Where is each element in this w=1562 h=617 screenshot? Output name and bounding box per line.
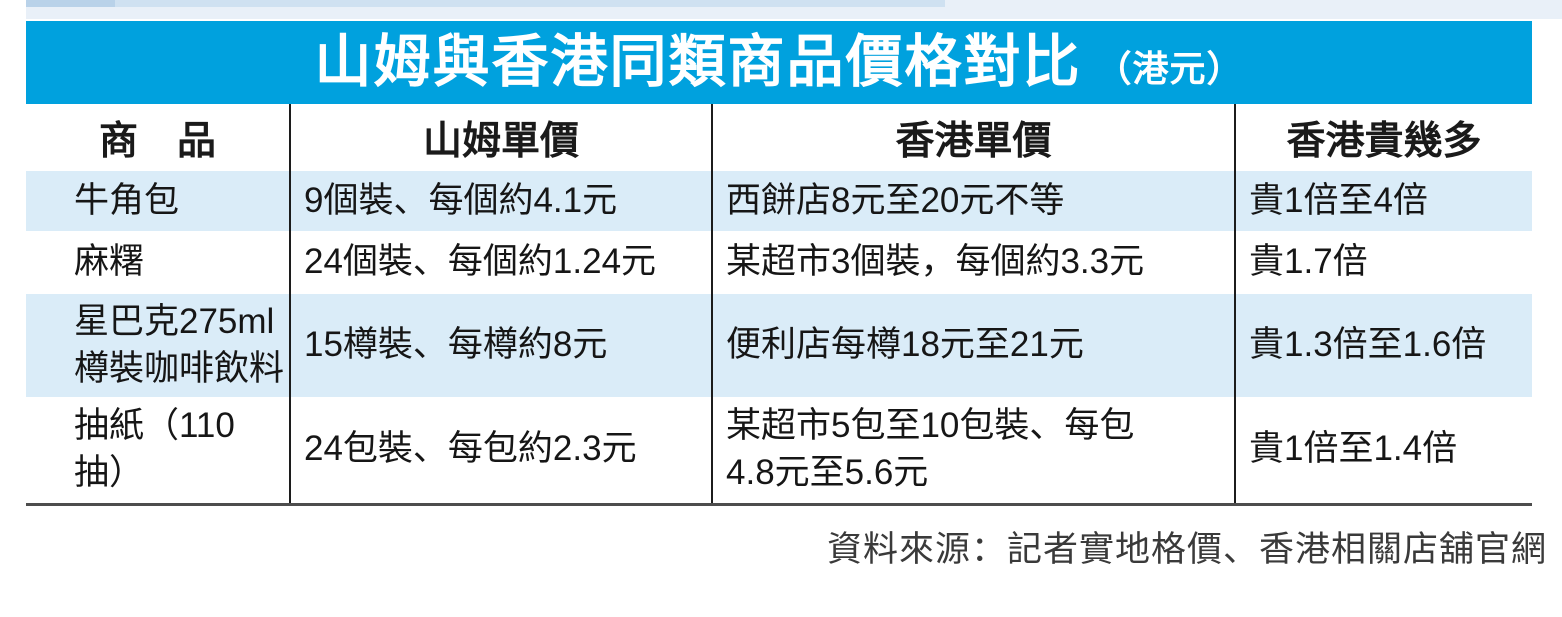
table-cell-product: 麻糬	[74, 242, 145, 282]
table-row: 抽紙（110抽） 24包裝、每包約2.3元 某超市5包至10包裝、每包 4.8元…	[26, 397, 1532, 504]
table-header-row: 商 品 山姆單價 香港單價 香港貴幾多	[26, 104, 1532, 171]
table-cell-product: 星巴克275ml 樽裝咖啡飲料	[74, 301, 285, 388]
chart-title: 山姆與香港同類商品價格對比	[314, 30, 1082, 94]
table-cell-hk-price: 某超市3個裝，每個約3.3元	[711, 231, 1235, 294]
table-cell-hk-price: 西餅店8元至20元不等	[711, 171, 1235, 231]
top-crop-strip-dark	[26, 0, 115, 7]
chart-title-unit: （港元）	[1095, 48, 1244, 89]
table-row: 麻糬 24個裝、每個約1.24元 某超市3個裝，每個約3.3元 貴1.7倍	[26, 231, 1532, 294]
table-cell-sam-price: 24包裝、每包約2.3元	[289, 397, 712, 504]
header-product: 商 品	[98, 119, 216, 163]
price-comparison-table: 商 品 山姆單價 香港單價 香港貴幾多 牛角包 9個裝、每個約4.1元 西餅店8…	[26, 104, 1532, 506]
top-crop-strip-mid	[26, 0, 945, 7]
table-cell-hk-price: 某超市5包至10包裝、每包 4.8元至5.6元	[711, 397, 1235, 504]
table-cell-hk-premium: 貴1倍至4倍	[1234, 171, 1532, 231]
table-cell-sam-price: 9個裝、每個約4.1元	[289, 171, 712, 231]
table-cell-hk-premium: 貴1.7倍	[1234, 231, 1532, 294]
header-hk-premium: 香港貴幾多	[1234, 104, 1532, 171]
table-cell-product: 抽紙（110抽）	[74, 405, 235, 492]
table-cell-hk-price: 便利店每樽18元至21元	[711, 294, 1235, 397]
table-cell-hk-premium: 貴1.3倍至1.6倍	[1234, 294, 1532, 397]
title-bar: 山姆與香港同類商品價格對比 （港元）	[26, 21, 1532, 104]
table-cell-sam-price: 24個裝、每個約1.24元	[289, 231, 712, 294]
table-row: 牛角包 9個裝、每個約4.1元 西餅店8元至20元不等 貴1倍至4倍	[26, 171, 1532, 231]
data-source-note: 資料來源：記者實地格價、香港相關店舖官網	[826, 530, 1547, 569]
table-cell-sam-price: 15樽裝、每樽約8元	[289, 294, 712, 397]
table-cell-hk-premium: 貴1倍至1.4倍	[1234, 397, 1532, 504]
table-row: 星巴克275ml 樽裝咖啡飲料 15樽裝、每樽約8元 便利店每樽18元至21元 …	[26, 294, 1532, 397]
table-cell-product: 牛角包	[74, 180, 180, 220]
header-sam-price: 山姆單價	[289, 104, 712, 171]
header-hk-price: 香港單價	[711, 104, 1235, 171]
